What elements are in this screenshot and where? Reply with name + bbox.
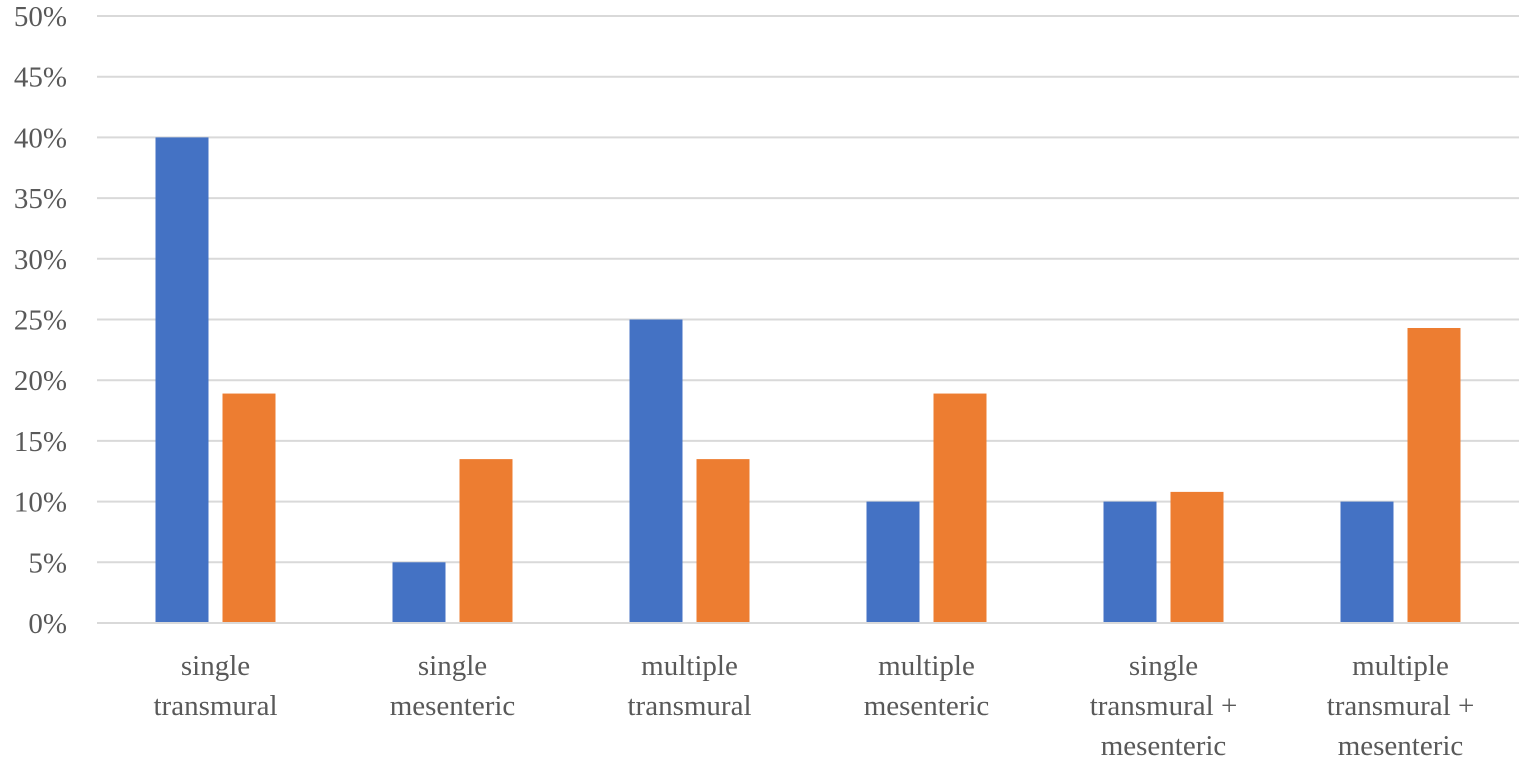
bar-series-1-category-3 <box>629 319 683 623</box>
x-category-label-line: multiple <box>878 650 975 682</box>
x-category-label-line: transmural <box>627 690 751 722</box>
x-category-label: multiple mesenteric <box>864 650 990 722</box>
x-category-label-line: transmural <box>153 690 277 722</box>
y-tick-label: 20% <box>14 365 67 397</box>
bars <box>155 137 1461 623</box>
y-tick-label: 5% <box>28 547 67 579</box>
y-tick-label: 25% <box>14 305 67 337</box>
bar-series-2-category-2 <box>459 459 513 623</box>
gridlines <box>97 15 1519 564</box>
x-category-label-line: multiple <box>641 650 738 682</box>
bar-series-2-category-1 <box>222 393 276 623</box>
x-category-label: single transmural <box>153 650 277 722</box>
bar-series-2-category-4 <box>933 393 987 623</box>
x-category-label: multiple transmural + mesenteric <box>1327 650 1475 759</box>
y-axis-tick-labels: 0% 5% 10% 15% 20% 25% 30% 35% 40% 45% 50% <box>14 1 67 640</box>
x-category-label: multiple transmural <box>627 650 751 722</box>
bar-series-1-category-6 <box>1340 501 1394 623</box>
y-tick-label: 40% <box>14 122 67 154</box>
x-category-label-line: mesenteric <box>864 690 990 722</box>
y-tick-label: 50% <box>14 1 67 33</box>
bar-series-1-category-4 <box>866 501 920 623</box>
x-category-label-line: transmural + <box>1090 690 1238 722</box>
bar-series-1-category-2 <box>392 562 446 623</box>
x-category-label-line: mesenteric <box>1101 730 1227 759</box>
x-category-label: single mesenteric <box>390 650 516 722</box>
x-category-label: single transmural + mesenteric <box>1090 650 1238 759</box>
x-category-label-line: single <box>418 650 487 682</box>
x-category-label-line: multiple <box>1352 650 1449 682</box>
y-tick-label: 35% <box>14 183 67 215</box>
x-category-label-line: single <box>181 650 250 682</box>
bar-series-1-category-1 <box>155 137 209 623</box>
x-category-label-line: transmural + <box>1327 690 1475 722</box>
y-tick-label: 0% <box>28 608 67 640</box>
y-tick-label: 15% <box>14 426 67 458</box>
bar-series-2-category-6 <box>1407 327 1461 623</box>
y-tick-label: 45% <box>14 62 67 94</box>
bar-series-1-category-5 <box>1103 501 1157 623</box>
y-tick-label: 10% <box>14 487 67 519</box>
bar-series-2-category-5 <box>1170 491 1224 623</box>
bar-series-2-category-3 <box>696 459 750 623</box>
x-category-label-line: mesenteric <box>390 690 516 722</box>
x-category-label-line: mesenteric <box>1338 730 1464 759</box>
x-category-label-line: single <box>1129 650 1198 682</box>
y-tick-label: 30% <box>14 244 67 276</box>
